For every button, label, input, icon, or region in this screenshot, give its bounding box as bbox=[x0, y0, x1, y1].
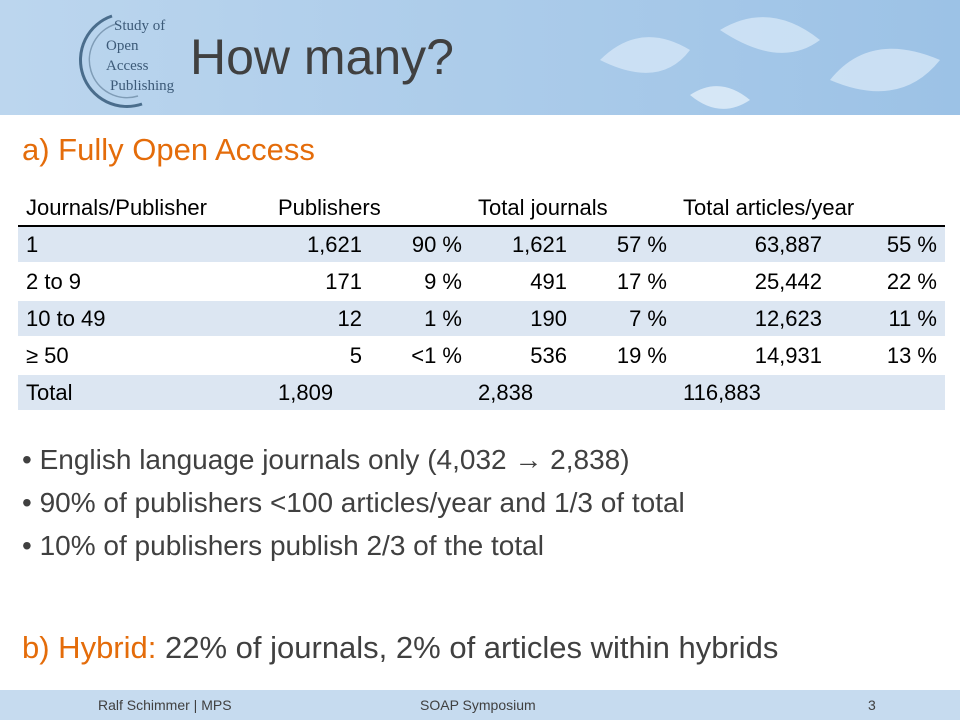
logo-text: Access bbox=[106, 58, 149, 74]
table-cell: 536 bbox=[470, 337, 575, 375]
table-cell: 19 % bbox=[575, 337, 675, 375]
table-cell: 57 % bbox=[575, 226, 675, 264]
table-row: 2 to 9 171 9 % 491 17 % 25,442 22 % bbox=[18, 263, 945, 301]
section-b: b) Hybrid: 22% of journals, 2% of articl… bbox=[22, 630, 778, 666]
bullet-text: 90% of publishers <100 articles/year and… bbox=[39, 487, 685, 518]
table-cell: 63,887 bbox=[675, 226, 830, 264]
bullet-text: English language journals only (4,032 → … bbox=[39, 444, 630, 475]
table-row: 1 1,621 90 % 1,621 57 % 63,887 55 % bbox=[18, 226, 945, 264]
table-cell: <1 % bbox=[370, 337, 470, 375]
bullet: • 10% of publishers publish 2/3 of the t… bbox=[22, 530, 544, 561]
header-row: Journals/Publisher Publishers Total jour… bbox=[18, 190, 945, 227]
header-cell: Publishers bbox=[270, 190, 470, 227]
table-cell bbox=[370, 373, 470, 412]
table-cell: 13 % bbox=[830, 337, 945, 375]
table-cell: 17 % bbox=[575, 263, 675, 301]
page-number: 3 bbox=[868, 697, 876, 713]
header-band bbox=[0, 0, 960, 115]
table-cell: 5 bbox=[270, 337, 370, 375]
table-cell: 11 % bbox=[830, 300, 945, 338]
header-cell: Journals/Publisher bbox=[18, 190, 270, 227]
table-cell: 1 % bbox=[370, 300, 470, 338]
table-cell: 12,623 bbox=[675, 300, 830, 338]
table-cell: 2,838 bbox=[470, 373, 575, 412]
header-cell: Total articles/year bbox=[675, 190, 945, 227]
footer-left: Ralf Schimmer | MPS bbox=[98, 697, 232, 713]
table-cell: 25,442 bbox=[675, 263, 830, 301]
data-table: Journals/Publisher Publishers Total jour… bbox=[18, 190, 945, 412]
table-cell: 171 bbox=[270, 263, 370, 301]
bullet: • English language journals only (4,032 … bbox=[22, 444, 630, 475]
section-heading: a) Fully Open Access bbox=[22, 132, 315, 167]
table-cell: 2 to 9 bbox=[18, 263, 270, 301]
title: How many? bbox=[190, 29, 454, 85]
table-cell: 14,931 bbox=[675, 337, 830, 375]
section-label: b) Hybrid: bbox=[22, 630, 157, 665]
table-cell: 22 % bbox=[830, 263, 945, 301]
footer: Ralf Schimmer | MPS SOAP Symposium 3 bbox=[0, 690, 960, 720]
table-cell bbox=[575, 373, 675, 412]
table-row: Total 1,809 2,838 116,883 bbox=[18, 373, 945, 412]
bullet-list: • English language journals only (4,032 … bbox=[22, 438, 685, 567]
table-cell: 9 % bbox=[370, 263, 470, 301]
table-cell: 190 bbox=[470, 300, 575, 338]
table-cell: 12 bbox=[270, 300, 370, 338]
bullet: • 90% of publishers <100 articles/year a… bbox=[22, 487, 685, 518]
table-cell: 1,809 bbox=[270, 373, 370, 412]
table-cell: 1 bbox=[18, 226, 270, 264]
table-cell: 10 to 49 bbox=[18, 300, 270, 338]
table-cell: Total bbox=[18, 373, 270, 412]
header-cell: Total journals bbox=[470, 190, 675, 227]
decoration bbox=[600, 17, 940, 109]
table-cell: 7 % bbox=[575, 300, 675, 338]
table-cell: 90 % bbox=[370, 226, 470, 264]
table-row: 10 to 49 12 1 % 190 7 % 12,623 11 % bbox=[18, 300, 945, 338]
logo-text: Publishing bbox=[110, 78, 175, 94]
table-cell: 1,621 bbox=[270, 226, 370, 264]
table-cell: 55 % bbox=[830, 226, 945, 264]
bullet-text: 10% of publishers publish 2/3 of the tot… bbox=[39, 530, 544, 561]
logo-text: Open bbox=[106, 38, 139, 54]
table-cell: 491 bbox=[470, 263, 575, 301]
table-cell: ≥ 50 bbox=[18, 337, 270, 375]
section-text: 22% of journals, 2% of articles within h… bbox=[165, 630, 779, 665]
table-row: ≥ 50 5 <1 % 536 19 % 14,931 13 % bbox=[18, 337, 945, 375]
table-cell: 116,883 bbox=[675, 373, 830, 412]
footer-center: SOAP Symposium bbox=[420, 697, 536, 713]
logo: Study of Open Access Publishing bbox=[79, 14, 175, 108]
table-cell bbox=[830, 373, 945, 412]
table-cell: 1,621 bbox=[470, 226, 575, 264]
logo-text: Study of bbox=[114, 18, 165, 34]
